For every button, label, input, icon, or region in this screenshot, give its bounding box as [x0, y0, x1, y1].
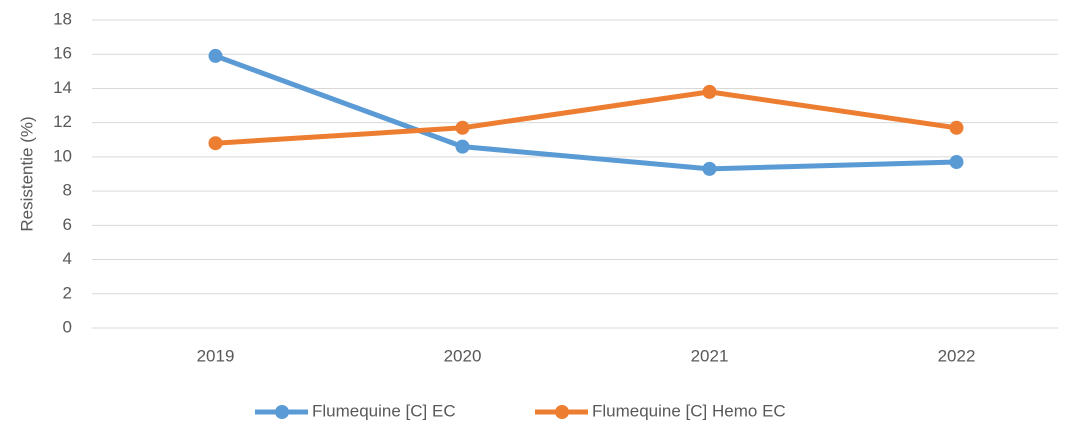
x-tick-label: 2019: [197, 346, 235, 365]
y-tick-label: 16: [53, 44, 72, 63]
point: [949, 155, 964, 170]
legend-label: Flumequine [C] Hemo EC: [592, 401, 786, 420]
y-tick-label: 0: [63, 317, 72, 336]
y-tick-label: 8: [63, 181, 72, 200]
legend-label: Flumequine [C] EC: [312, 401, 456, 420]
y-tick-label: 6: [63, 215, 72, 234]
point: [702, 84, 717, 99]
point: [208, 48, 223, 63]
series-line: [215, 89, 957, 146]
point: [208, 136, 223, 151]
y-tick-label: 18: [53, 9, 72, 28]
series-line: [214, 53, 957, 172]
y-tick-label: 14: [53, 78, 72, 97]
point: [949, 120, 964, 135]
x-tick-label: 2021: [691, 346, 729, 365]
y-tick-label: 2: [63, 283, 72, 302]
x-tick-label: 2020: [444, 346, 482, 365]
y-axis-label: Resistentie (%): [17, 116, 36, 231]
x-tick-label: 2022: [938, 346, 976, 365]
y-tick-label: 10: [53, 146, 72, 165]
legend-marker: [555, 405, 569, 419]
y-tick-label: 4: [63, 249, 72, 268]
point: [702, 161, 717, 176]
legend-marker: [275, 405, 289, 419]
y-tick-label: 12: [53, 112, 72, 131]
point: [455, 139, 470, 154]
point: [455, 120, 470, 135]
